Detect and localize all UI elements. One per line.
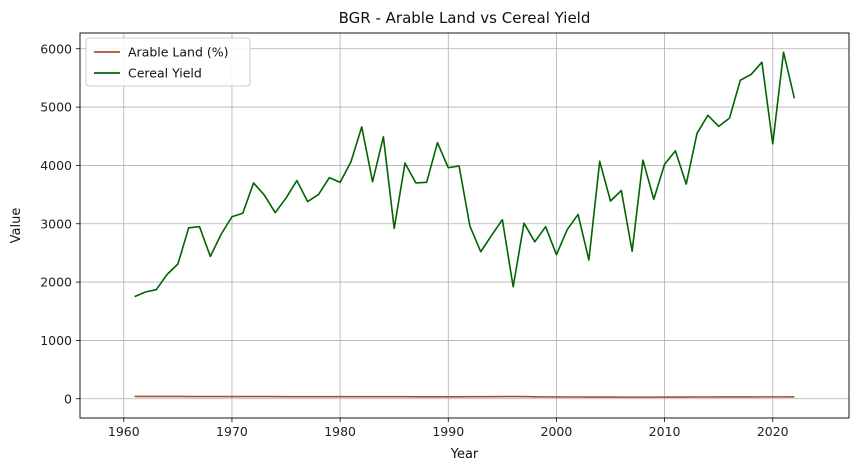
series-line	[134, 51, 796, 298]
series-layer	[134, 51, 796, 398]
y-axis-title: Value	[9, 208, 24, 244]
y-tick-label: 5000	[40, 100, 72, 115]
x-tick-label: 2000	[541, 424, 573, 439]
series-line	[134, 395, 795, 398]
legend-label: Arable Land (%)	[128, 45, 229, 60]
x-tick-label: 1970	[216, 424, 248, 439]
grid-lines	[80, 33, 849, 418]
legend: Arable Land (%) Cereal Yield	[85, 37, 251, 87]
x-tick-label: 1990	[432, 424, 464, 439]
y-tick-label: 3000	[40, 216, 72, 231]
x-tick-label: 1960	[108, 424, 140, 439]
x-axis-title: Year	[450, 447, 479, 462]
y-tick-label: 0	[64, 391, 72, 406]
y-axis: 0 1000 2000 3000 4000 5000 6000	[40, 41, 80, 406]
y-tick-label: 1000	[40, 333, 72, 348]
y-tick-label: 2000	[40, 275, 72, 290]
plot-frame	[79, 32, 850, 419]
x-tick-label: 2010	[649, 424, 681, 439]
y-tick-label: 4000	[40, 158, 72, 173]
x-tick-label: 1980	[324, 424, 356, 439]
y-tick-label: 6000	[40, 41, 72, 56]
chart-title: BGR - Arable Land vs Cereal Yield	[339, 9, 591, 27]
legend-label: Cereal Yield	[128, 66, 202, 81]
x-tick-label: 2020	[757, 424, 789, 439]
x-axis: 1960 1970 1980 1990 2000 2010 2020	[108, 418, 789, 439]
legend-box	[85, 37, 251, 87]
